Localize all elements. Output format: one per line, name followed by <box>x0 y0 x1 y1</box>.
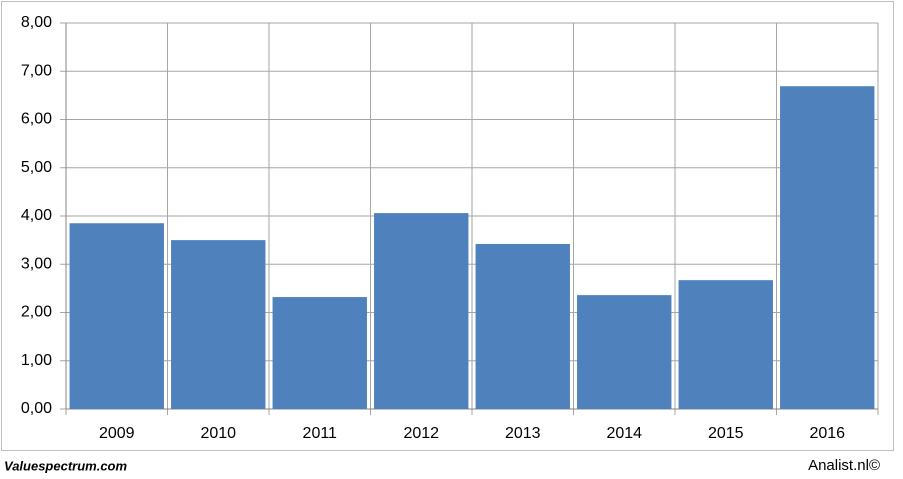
y-tick-label: 2,00 <box>21 304 52 321</box>
bar <box>171 240 266 409</box>
y-tick-label: 5,00 <box>21 159 52 176</box>
footer-left: Valuespectrum.com <box>4 458 128 473</box>
bar <box>475 243 570 409</box>
y-tick-label: 7,00 <box>21 62 52 79</box>
bar <box>577 295 672 409</box>
x-tick-label: 2014 <box>606 425 642 442</box>
x-tick-label: 2016 <box>809 425 845 442</box>
y-tick-label: 4,00 <box>21 207 52 224</box>
x-tick-label: 2009 <box>99 425 135 442</box>
y-tick-label: 6,00 <box>21 111 52 128</box>
bar <box>678 280 773 409</box>
y-tick-label: 1,00 <box>21 352 52 369</box>
bar <box>374 213 469 409</box>
bar <box>780 86 875 410</box>
x-tick-label: 2012 <box>403 425 439 442</box>
x-tick-label: 2011 <box>303 425 338 442</box>
x-tick-label: 2010 <box>200 425 236 442</box>
x-tick-label: 2015 <box>708 425 744 442</box>
footer-right: Analist.nl© <box>808 457 880 474</box>
y-tick-label: 0,00 <box>21 400 52 417</box>
bar <box>69 223 164 409</box>
y-tick-label: 8,00 <box>21 14 52 31</box>
bar <box>272 297 367 409</box>
y-tick-label: 3,00 <box>21 255 52 272</box>
x-tick-label: 2013 <box>505 425 541 442</box>
